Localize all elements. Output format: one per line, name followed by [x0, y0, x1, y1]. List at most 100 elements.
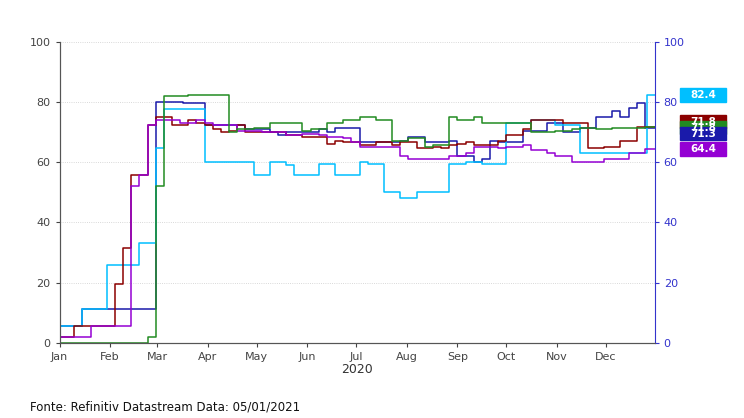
Mexico	[322, 120, 331, 125]
Mexico	[591, 127, 600, 132]
US	[184, 117, 193, 122]
UK	[274, 133, 283, 138]
Line: Canada: Canada	[60, 120, 655, 337]
Germany	[282, 163, 291, 168]
UK	[486, 139, 495, 144]
US	[55, 334, 64, 339]
Germany	[103, 263, 112, 268]
US	[143, 123, 152, 128]
US	[355, 143, 364, 148]
Germany	[478, 162, 487, 167]
Mexico	[339, 117, 347, 122]
Canada	[176, 120, 185, 125]
Mexico	[526, 130, 535, 135]
Canada	[567, 160, 576, 165]
Germany	[650, 92, 659, 97]
UK	[591, 115, 600, 120]
UK	[494, 140, 503, 145]
Canada	[55, 334, 64, 339]
US	[429, 145, 437, 150]
Mexico	[551, 128, 559, 133]
Mexico	[575, 126, 584, 131]
US	[225, 128, 234, 133]
UK	[478, 157, 487, 162]
US	[167, 123, 176, 128]
US	[192, 120, 201, 125]
Germany	[266, 160, 275, 165]
UK	[608, 109, 617, 114]
Mexico	[567, 127, 576, 132]
Text: 82.4: 82.4	[690, 90, 716, 100]
Mexico	[469, 115, 478, 120]
US	[282, 133, 291, 138]
Text: 71.3: 71.3	[690, 129, 716, 139]
Mexico	[445, 115, 454, 120]
Mexico	[641, 124, 650, 129]
UK	[542, 120, 551, 125]
Germany	[396, 196, 405, 201]
Germany	[461, 160, 470, 165]
Canada	[126, 184, 135, 189]
US	[151, 115, 160, 120]
Germany	[200, 160, 209, 165]
Legend: UK, Germany, US, Canada, Mexico: UK, Germany, US, Canada, Mexico	[142, 415, 501, 418]
X-axis label: 2020: 2020	[341, 363, 373, 376]
Germany	[290, 173, 299, 178]
UK	[624, 105, 633, 110]
US	[632, 124, 641, 129]
Canada	[486, 145, 495, 150]
US	[559, 120, 568, 125]
UK	[420, 140, 429, 145]
Canada	[314, 133, 323, 138]
UK	[404, 134, 413, 139]
Mexico	[225, 130, 234, 135]
Canada	[208, 123, 217, 128]
Mexico	[184, 92, 193, 97]
Canada	[200, 120, 209, 125]
UK	[355, 140, 364, 145]
Text: Fonte: Refinitiv Datastream Data: 05/01/2021: Fonte: Refinitiv Datastream Data: 05/01/…	[30, 401, 300, 414]
Canada	[86, 324, 95, 329]
Mexico	[233, 127, 242, 132]
Germany	[330, 173, 339, 178]
Mexico	[429, 143, 437, 148]
Mexico	[266, 120, 275, 125]
Canada	[518, 143, 527, 148]
US	[412, 145, 421, 150]
Canada	[151, 117, 160, 122]
UK	[314, 127, 323, 132]
Text: 71.8: 71.8	[690, 122, 716, 133]
US	[453, 142, 462, 147]
Canada	[404, 157, 413, 162]
UK	[179, 101, 188, 106]
US	[70, 324, 79, 329]
UK	[200, 123, 209, 128]
UK	[616, 115, 625, 120]
US	[461, 140, 470, 145]
Germany	[355, 160, 364, 165]
Germany	[445, 162, 454, 167]
Germany	[249, 173, 258, 178]
Line: Mexico: Mexico	[60, 95, 655, 343]
Canada	[526, 148, 535, 153]
UK	[396, 139, 405, 144]
Line: Germany: Germany	[60, 95, 655, 326]
UK	[55, 324, 64, 329]
US	[437, 145, 446, 150]
US	[126, 173, 135, 178]
US	[650, 124, 659, 129]
Germany	[575, 150, 584, 155]
Mexico	[608, 126, 617, 131]
Germany	[314, 162, 323, 167]
US	[217, 130, 225, 135]
Canada	[257, 130, 266, 135]
UK	[575, 126, 584, 131]
Mexico	[453, 117, 462, 122]
US	[298, 134, 307, 139]
US	[118, 245, 127, 250]
UK	[445, 139, 454, 144]
Canada	[445, 154, 454, 159]
US	[494, 139, 503, 144]
Canada	[233, 128, 242, 133]
Canada	[551, 154, 559, 159]
